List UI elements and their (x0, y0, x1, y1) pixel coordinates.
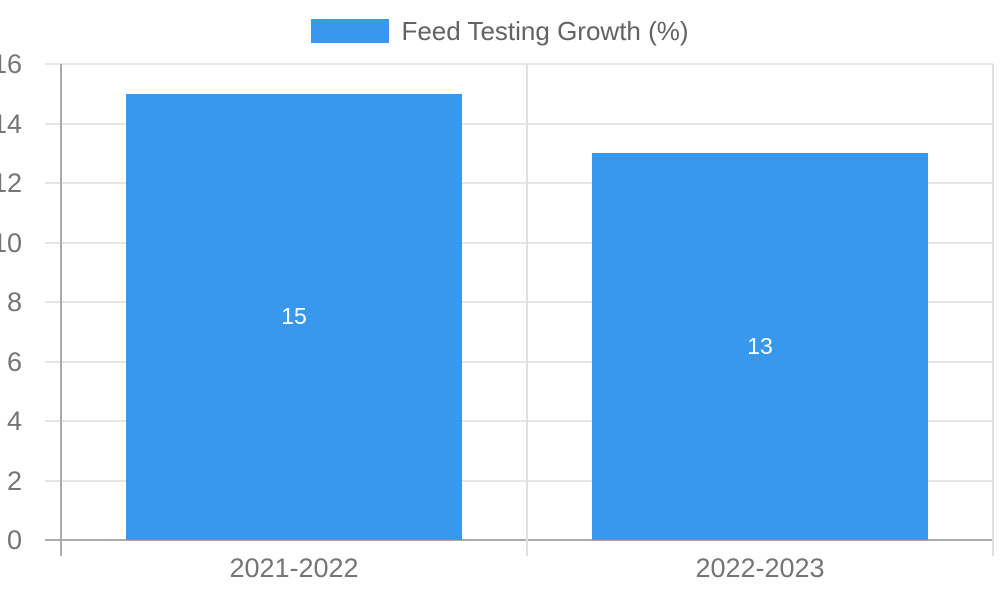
gridline (45, 420, 993, 422)
x-axis-baseline (45, 539, 993, 541)
gridline (45, 122, 993, 125)
y-axis-line (60, 64, 62, 556)
y-tick-label: 2 (6, 465, 22, 496)
y-tick-label: 12 (0, 168, 22, 198)
chart-legend[interactable]: Feed Testing Growth (%) (0, 17, 1000, 45)
gridline (45, 63, 993, 65)
y-tick-label: 14 (0, 108, 22, 139)
gridline (45, 479, 993, 482)
bar-value-label: 15 (281, 303, 307, 330)
x-tick-label: 2021-2022 (229, 553, 359, 583)
bar-value-label: 13 (747, 333, 773, 360)
y-tick-label: 4 (6, 406, 22, 436)
bar[interactable]: 13 (592, 153, 928, 540)
y-tick-label: 16 (0, 49, 22, 79)
bar[interactable]: 15 (126, 93, 462, 540)
y-tick-label: 0 (6, 525, 22, 555)
category-separator (526, 64, 528, 556)
gridline (45, 360, 993, 363)
y-tick-label: 8 (6, 287, 22, 317)
gridline (45, 182, 993, 184)
legend-swatch (311, 19, 390, 43)
gridline (45, 301, 993, 303)
y-tick-label: 6 (6, 346, 22, 377)
y-tick-label: 10 (0, 227, 22, 258)
plot-right-border (992, 64, 994, 556)
legend-label: Feed Testing Growth (%) (401, 16, 689, 46)
gridline (45, 241, 993, 244)
x-tick-label: 2022-2023 (695, 553, 825, 583)
